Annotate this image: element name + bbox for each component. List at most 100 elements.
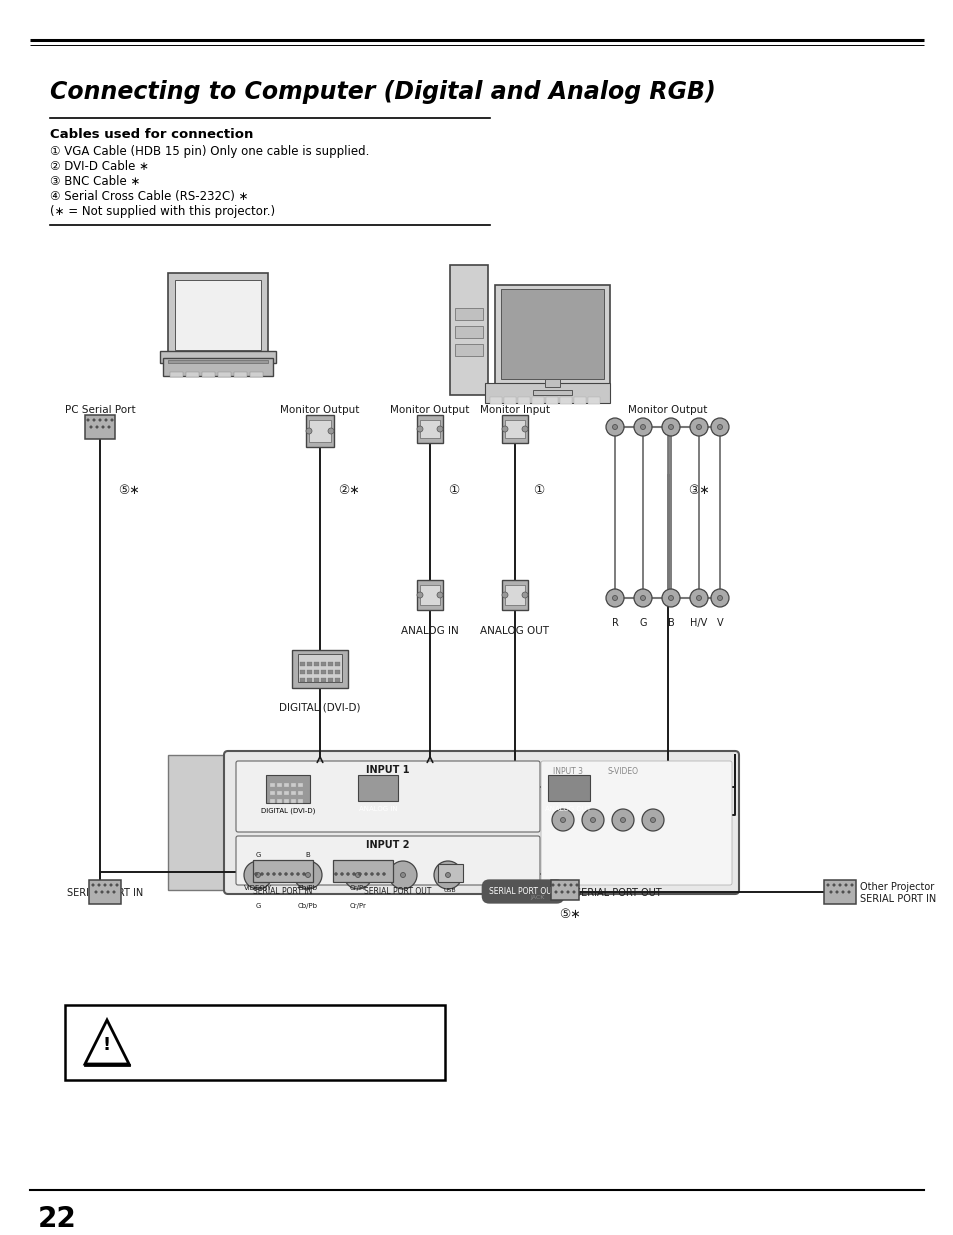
Circle shape	[555, 890, 557, 893]
Bar	[320, 678, 326, 682]
Text: S-VIDEO: S-VIDEO	[607, 767, 639, 776]
Text: Connecting to Computer (Digital and Analog RGB): Connecting to Computer (Digital and Anal…	[50, 80, 715, 104]
Polygon shape	[85, 1020, 129, 1065]
Bar	[416, 415, 442, 443]
Circle shape	[102, 426, 104, 429]
Circle shape	[501, 426, 507, 432]
Circle shape	[99, 419, 101, 421]
Circle shape	[92, 419, 95, 421]
Bar	[314, 662, 318, 666]
Bar	[270, 790, 274, 795]
Bar	[357, 776, 397, 802]
Bar	[168, 755, 228, 890]
Text: Other Projector
SERIAL PORT IN: Other Projector SERIAL PORT IN	[859, 882, 935, 904]
Circle shape	[689, 417, 707, 436]
Bar	[455, 308, 482, 320]
Text: SERIAL PORT OUT: SERIAL PORT OUT	[489, 887, 557, 897]
Circle shape	[105, 419, 107, 421]
Text: VIDEO/Y: VIDEO/Y	[244, 885, 272, 890]
Bar	[419, 585, 439, 605]
Circle shape	[254, 872, 257, 876]
Circle shape	[255, 872, 260, 878]
Text: RESET: RESET	[558, 895, 578, 900]
Circle shape	[551, 884, 554, 887]
Circle shape	[696, 425, 700, 430]
Circle shape	[436, 426, 442, 432]
Bar	[174, 280, 261, 350]
Text: ①: ①	[448, 483, 458, 496]
Text: 22: 22	[38, 1205, 76, 1233]
Text: H/V: H/V	[690, 618, 707, 629]
Circle shape	[841, 890, 843, 893]
Circle shape	[111, 419, 113, 421]
Circle shape	[445, 872, 450, 878]
Text: ANALOG OUT: ANALOG OUT	[480, 626, 549, 636]
Text: Monitor Output: Monitor Output	[390, 405, 469, 415]
Circle shape	[94, 890, 97, 893]
Bar	[504, 585, 524, 605]
Text: SERIAL PORT OUT: SERIAL PORT OUT	[575, 888, 661, 898]
Bar	[455, 345, 482, 356]
Circle shape	[612, 425, 617, 430]
Circle shape	[90, 426, 92, 429]
Circle shape	[552, 809, 574, 831]
Text: Cb/Pb: Cb/Pb	[297, 885, 317, 890]
Text: G: G	[255, 903, 260, 909]
Text: B: B	[305, 852, 310, 858]
Circle shape	[112, 890, 115, 893]
Bar	[450, 266, 488, 395]
Bar	[532, 396, 543, 404]
Circle shape	[340, 872, 343, 876]
Circle shape	[850, 884, 852, 887]
Text: INPUT 1: INPUT 1	[366, 764, 410, 776]
FancyBboxPatch shape	[224, 751, 739, 894]
Bar	[297, 799, 303, 803]
Circle shape	[294, 861, 322, 889]
Circle shape	[291, 872, 294, 876]
Text: USB: USB	[443, 888, 456, 893]
Bar	[587, 396, 599, 404]
Bar	[276, 799, 282, 803]
Bar	[517, 396, 530, 404]
Circle shape	[98, 884, 100, 887]
Bar	[306, 415, 334, 447]
Bar	[163, 358, 273, 375]
Circle shape	[521, 426, 527, 432]
Text: Cr/Pr: Cr/Pr	[349, 903, 366, 909]
Text: Cr/Pr: Cr/Pr	[349, 885, 366, 890]
Circle shape	[328, 429, 334, 433]
Text: B: B	[667, 618, 674, 629]
Bar	[333, 860, 393, 882]
Circle shape	[305, 872, 310, 878]
Bar	[299, 662, 305, 666]
Text: Monitor Output: Monitor Output	[628, 405, 707, 415]
Bar	[299, 671, 305, 674]
Circle shape	[612, 595, 617, 600]
Circle shape	[101, 890, 103, 893]
Circle shape	[838, 884, 841, 887]
Circle shape	[352, 872, 355, 876]
Bar	[186, 372, 199, 377]
Circle shape	[364, 872, 367, 876]
Bar	[314, 671, 318, 674]
Bar	[291, 790, 295, 795]
Circle shape	[590, 818, 595, 823]
Text: ANALOG IN: ANALOG IN	[400, 626, 458, 636]
Bar	[284, 783, 289, 787]
Circle shape	[302, 872, 305, 876]
Circle shape	[273, 872, 275, 876]
Circle shape	[521, 592, 527, 598]
Circle shape	[355, 872, 360, 878]
Text: SERIAL PORT OUT: SERIAL PORT OUT	[364, 887, 432, 897]
Circle shape	[501, 592, 507, 598]
Text: ANALOG OUT: ANALOG OUT	[544, 806, 591, 811]
Bar	[335, 662, 339, 666]
Bar	[160, 351, 275, 363]
Circle shape	[266, 872, 269, 876]
Text: ANALOG IN: ANALOG IN	[358, 806, 396, 811]
Bar	[437, 864, 462, 882]
Bar	[314, 678, 318, 682]
Bar	[85, 415, 115, 438]
Circle shape	[829, 890, 831, 893]
Bar	[320, 671, 326, 674]
